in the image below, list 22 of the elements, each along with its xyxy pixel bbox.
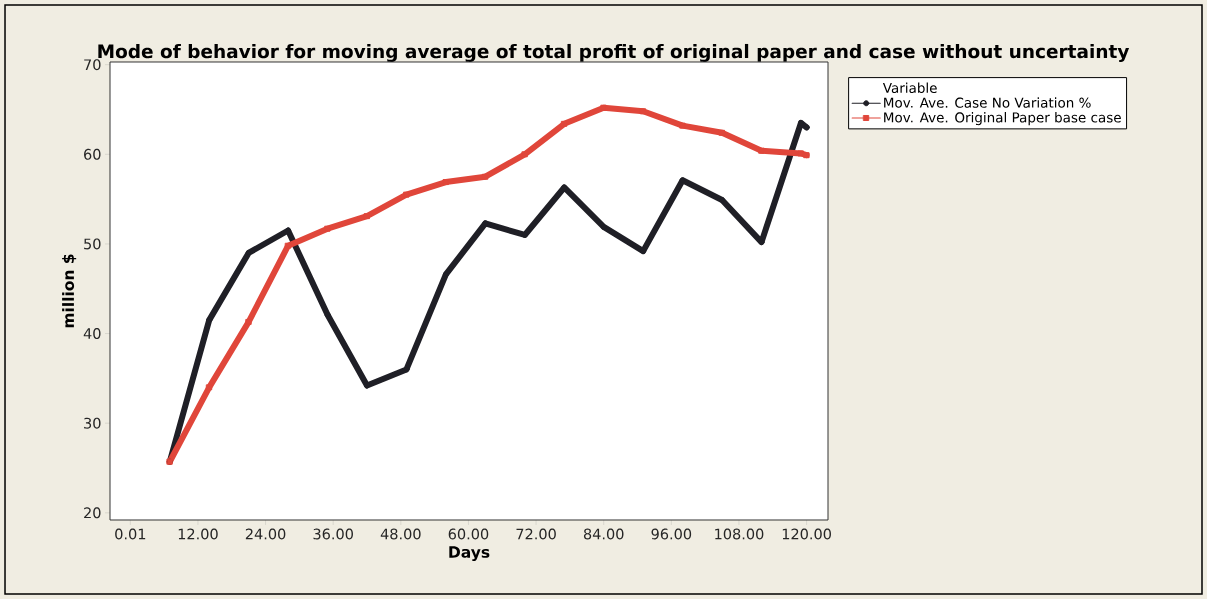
- legend-label: Mov. Ave. Original Paper base case: [884, 112, 1121, 126]
- y-tick-label: 20: [84, 507, 101, 519]
- x-tick-label: 96.00: [651, 528, 692, 540]
- legend-title: Variable: [882, 82, 937, 94]
- x-axis-title: Days: [449, 546, 490, 561]
- x-tick-label: 36.00: [313, 528, 353, 540]
- legend-label: Mov. Ave. Case No Variation %: [884, 97, 1091, 108]
- x-tick-label: 108.00: [715, 528, 764, 540]
- y-tick-label: 30: [84, 417, 101, 429]
- x-tick-label: 60.00: [448, 528, 489, 540]
- y-tick-label: 70: [84, 59, 101, 71]
- x-tick-label: 24.00: [245, 528, 286, 540]
- x-tick-label: 0.01: [115, 528, 146, 540]
- x-tick-label: 72.00: [516, 528, 556, 540]
- y-tick-label: 40: [83, 328, 101, 340]
- x-tick-label: 12.00: [178, 528, 218, 540]
- x-tick-label: 84.00: [583, 528, 624, 540]
- y-tick-label: 50: [84, 238, 101, 250]
- y-tick-label: 60: [84, 148, 101, 160]
- x-tick-label: 48.00: [380, 528, 421, 540]
- x-tick-label: 120.00: [782, 528, 831, 540]
- y-axis-title: million $: [62, 254, 77, 328]
